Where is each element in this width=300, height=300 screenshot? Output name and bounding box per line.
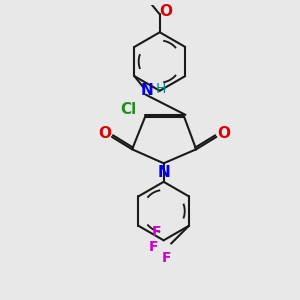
Text: N: N [141,83,154,98]
Text: F: F [161,251,171,265]
Text: Cl: Cl [120,102,136,117]
Text: O: O [98,125,111,140]
Text: O: O [159,4,172,19]
Text: N: N [157,165,170,180]
Text: F: F [152,225,161,239]
Text: F: F [148,240,158,254]
Text: O: O [217,125,230,140]
Text: H: H [156,82,166,96]
